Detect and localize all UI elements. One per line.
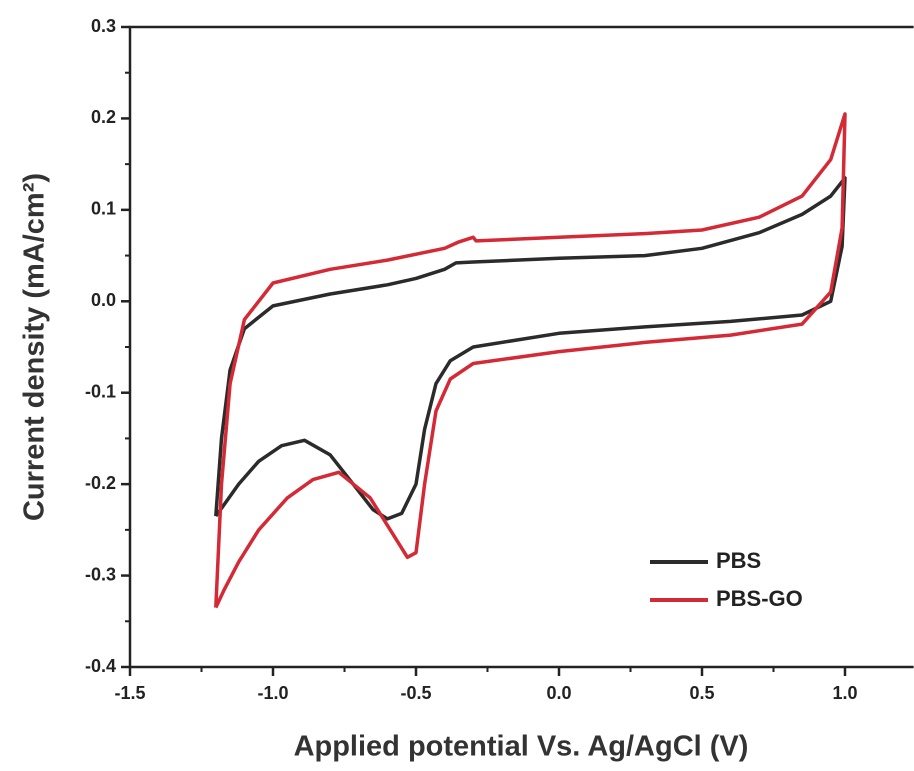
x-tick-label: 0.5: [689, 683, 714, 703]
plot-frame: [128, 25, 914, 669]
x-tick-label: -1.0: [257, 683, 288, 703]
x-tick-label: -1.5: [114, 683, 145, 703]
y-tick-label: 0.3: [91, 16, 116, 36]
y-axis-title: Current density (mA/cm²): [19, 173, 51, 521]
y-tick-label: 0.0: [91, 290, 116, 310]
data-line: [214, 112, 847, 609]
x-tick-label: -0.5: [400, 683, 431, 703]
data-line: [214, 176, 847, 521]
x-tick-label: 0.0: [546, 683, 571, 703]
y-tick-label: -0.2: [85, 473, 116, 493]
x-tick-label: 1.0: [832, 683, 857, 703]
y-tick-label: -0.3: [85, 564, 116, 584]
legend-label: PBS-GO: [716, 586, 803, 611]
x-axis-title: Applied potential Vs. Ag/AgCl (V): [294, 731, 749, 763]
y-tick-label: -0.1: [85, 381, 116, 401]
y-tick-label: 0.2: [91, 107, 116, 127]
legend-label: PBS: [716, 548, 761, 573]
y-tick-label: -0.4: [85, 656, 116, 676]
y-tick-label: 0.1: [91, 199, 116, 219]
